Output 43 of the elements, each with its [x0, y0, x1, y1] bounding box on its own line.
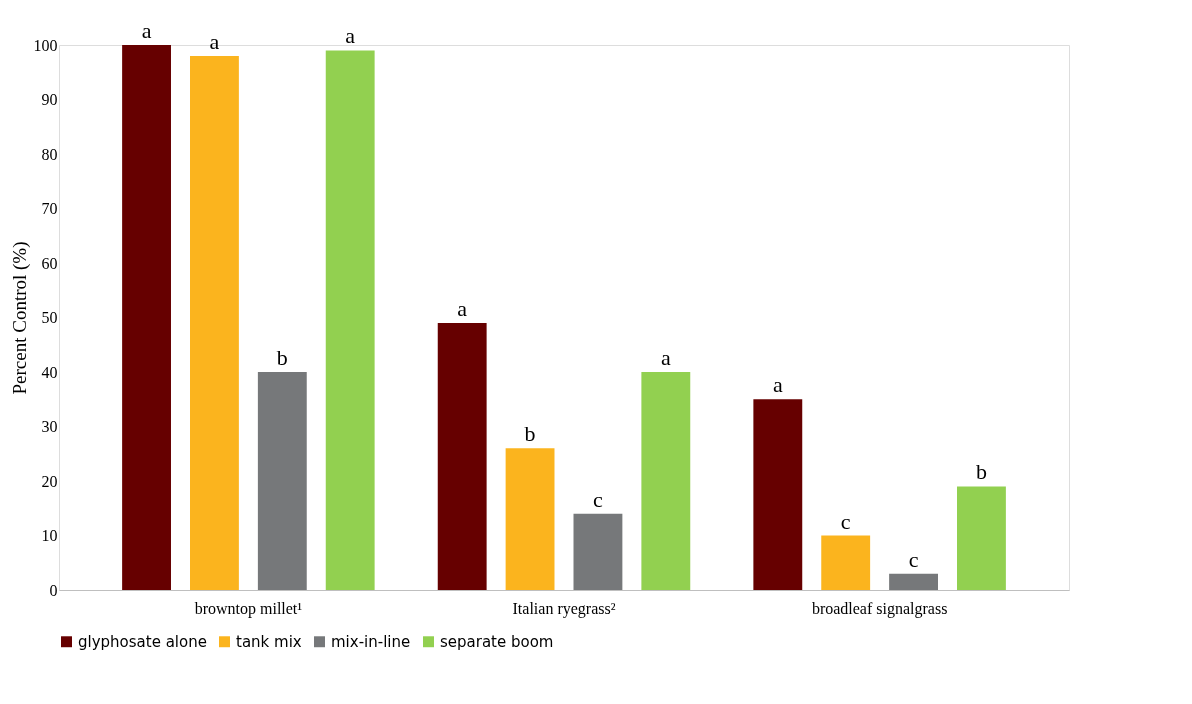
y-axis-title: Percent Control (%)	[8, 241, 31, 395]
data-label: a	[772, 372, 783, 398]
data-label: c	[840, 508, 851, 534]
y-tick-label: 10	[41, 527, 58, 544]
bar	[753, 399, 803, 590]
data-label: a	[457, 295, 468, 321]
y-tick-label: 100	[33, 36, 58, 54]
y-tick-label: 60	[41, 254, 58, 272]
data-label: b	[975, 459, 987, 485]
bar	[957, 486, 1006, 590]
bar	[505, 448, 555, 590]
legend-label: mix-in-line	[331, 632, 411, 651]
legend-label: glyphosate alone	[78, 632, 207, 651]
y-tick-label: 20	[41, 472, 58, 490]
data-label: c	[908, 546, 919, 572]
x-tick-label: Italian ryegrass²	[512, 599, 616, 618]
y-tick-label: 0	[49, 581, 58, 599]
bar	[573, 513, 623, 590]
legend-label: tank mix	[236, 632, 302, 651]
x-tick-label: broadleaf signalgrass	[811, 599, 948, 618]
bar	[325, 50, 375, 590]
y-tick-label: 50	[41, 309, 58, 326]
bar	[257, 372, 307, 590]
data-label: a	[141, 18, 152, 43]
y-tick-label: 40	[41, 363, 58, 381]
data-label: b	[276, 345, 288, 370]
x-tick-label: browntop millet¹	[194, 599, 303, 618]
legend-label: separate boom	[440, 632, 554, 651]
y-tick-label: 70	[41, 200, 58, 217]
bar	[889, 573, 938, 590]
bar	[122, 45, 171, 590]
bar	[437, 322, 487, 590]
y-tick-label: 90	[41, 91, 58, 108]
y-tick-label: 80	[41, 145, 58, 163]
bar	[190, 55, 239, 590]
bar	[641, 372, 691, 590]
data-label: c	[593, 486, 604, 512]
y-tick-label: 30	[41, 418, 58, 435]
data-label: a	[345, 23, 356, 49]
data-label: a	[209, 28, 220, 54]
data-label: b	[524, 421, 536, 447]
bar	[821, 535, 871, 590]
data-label: a	[660, 345, 671, 370]
